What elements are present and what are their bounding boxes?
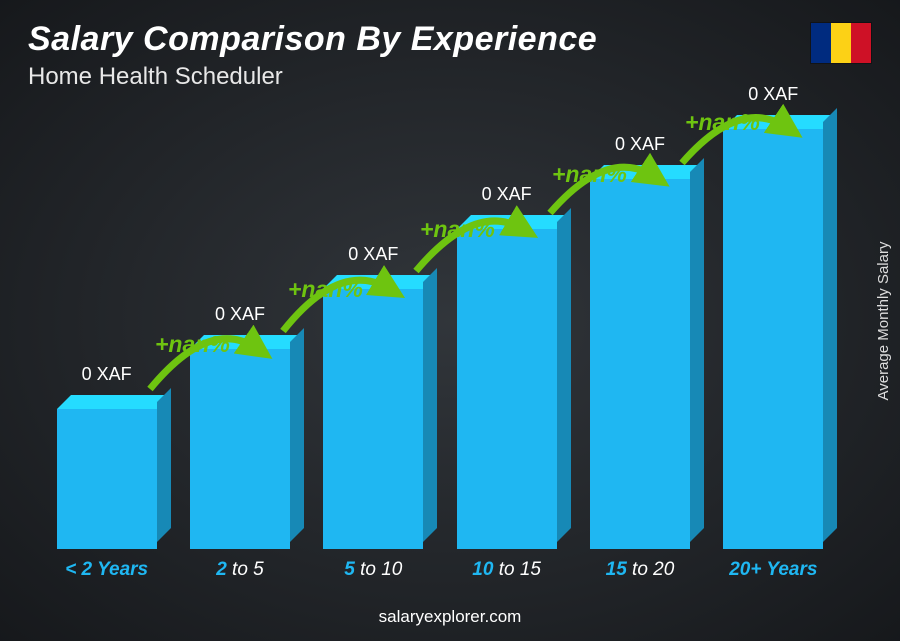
percent-increase-label: +nan%	[685, 109, 760, 136]
bar-chart: 0 XAF0 XAF0 XAF0 XAF0 XAF0 XAF < 2 Years…	[40, 81, 840, 581]
percent-increase-label: +nan%	[155, 331, 230, 358]
chart-subtitle: Home Health Scheduler	[28, 63, 597, 91]
percent-increase-label: +nan%	[288, 276, 363, 303]
flag-stripe-0	[811, 23, 831, 63]
flag-icon	[810, 22, 872, 64]
flag-stripe-2	[851, 23, 871, 63]
y-axis-label: Average Monthly Salary	[875, 241, 892, 400]
percent-increase-label: +nan%	[420, 216, 495, 243]
flag-stripe-1	[831, 23, 851, 63]
footer-credit: salaryexplorer.com	[0, 607, 900, 627]
chart-title: Salary Comparison By Experience	[28, 20, 597, 59]
chart-header: Salary Comparison By Experience Home Hea…	[28, 20, 597, 91]
percent-increase-label: +nan%	[552, 161, 627, 188]
